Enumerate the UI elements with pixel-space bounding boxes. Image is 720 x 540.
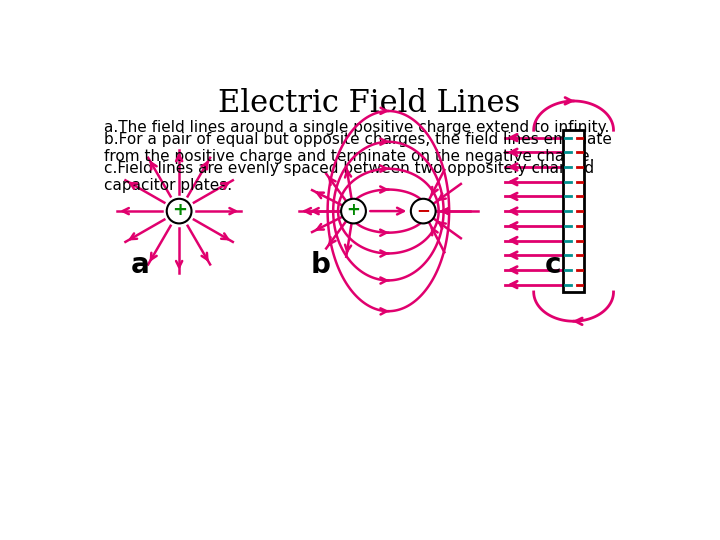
Text: Electric Field Lines: Electric Field Lines	[218, 88, 520, 119]
Text: −: −	[416, 201, 430, 219]
Circle shape	[167, 199, 192, 224]
Text: a: a	[131, 251, 150, 279]
Text: +: +	[171, 201, 186, 219]
Circle shape	[411, 199, 436, 224]
Text: c: c	[545, 251, 562, 279]
Text: b.For a pair of equal but opposite charges, the field lines emanate
from the pos: b.For a pair of equal but opposite charg…	[104, 132, 612, 164]
Bar	[563, 130, 585, 292]
Text: +: +	[346, 201, 361, 219]
Text: c.Field lines are evenly spaced between two oppositely charged
capacitor plates.: c.Field lines are evenly spaced between …	[104, 161, 594, 193]
Text: b: b	[311, 251, 331, 279]
Circle shape	[341, 199, 366, 224]
Text: a.The field lines around a single positive charge extend to infinity.: a.The field lines around a single positi…	[104, 120, 609, 135]
